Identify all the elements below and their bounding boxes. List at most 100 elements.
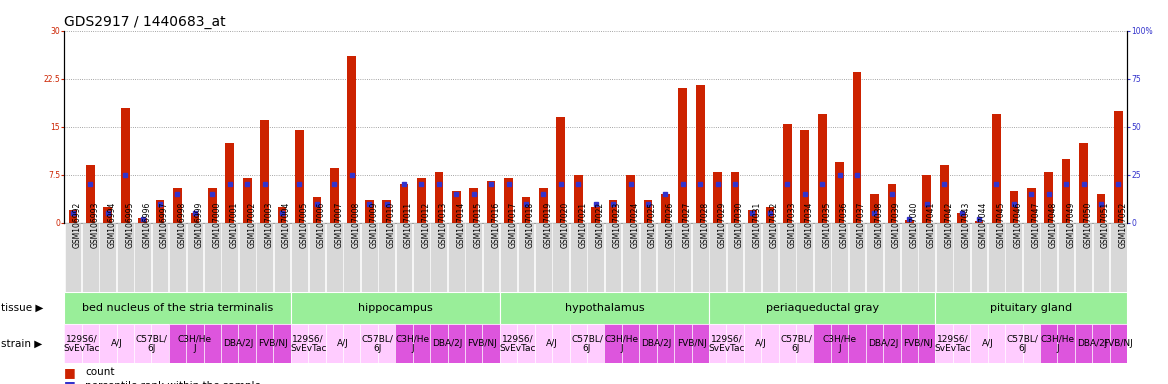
Bar	[500, 324, 517, 363]
Text: GSM107028: GSM107028	[701, 202, 709, 248]
Text: FVB/NJ: FVB/NJ	[676, 339, 707, 348]
Bar	[169, 223, 186, 292]
Bar	[256, 324, 273, 363]
Text: GSM107029: GSM107029	[717, 202, 726, 248]
Bar	[674, 324, 691, 363]
Bar	[988, 324, 1006, 363]
Bar	[835, 162, 844, 223]
Bar	[570, 324, 588, 363]
Bar	[644, 200, 652, 223]
Bar	[1075, 324, 1092, 363]
Text: C3H/He
J: C3H/He J	[396, 335, 430, 353]
Bar	[1044, 172, 1054, 223]
Bar	[940, 165, 948, 223]
Bar	[465, 324, 482, 363]
Bar	[552, 324, 570, 363]
Bar	[487, 181, 495, 223]
Bar	[99, 223, 116, 292]
Bar	[447, 324, 465, 363]
Text: DBA/2J: DBA/2J	[432, 339, 463, 348]
Bar	[1110, 223, 1127, 292]
Text: GSM107048: GSM107048	[1049, 202, 1058, 248]
Text: GSM107041: GSM107041	[926, 202, 936, 248]
Bar	[347, 56, 356, 223]
Text: GSM107027: GSM107027	[683, 202, 691, 248]
Text: GSM107014: GSM107014	[457, 202, 465, 248]
Bar	[104, 207, 112, 223]
Text: C3H/He
J: C3H/He J	[178, 335, 211, 353]
Bar	[779, 324, 797, 363]
Bar	[691, 223, 709, 292]
Bar	[588, 324, 604, 363]
Bar	[431, 223, 447, 292]
Text: GSM106994: GSM106994	[107, 202, 117, 248]
Bar	[971, 223, 987, 292]
Text: GSM107045: GSM107045	[996, 202, 1006, 248]
Bar	[1006, 324, 1022, 363]
Text: GSM106993: GSM106993	[90, 202, 99, 248]
Bar	[656, 324, 674, 363]
Text: 129S6/
SvEvTac: 129S6/ SvEvTac	[63, 335, 100, 353]
Bar	[958, 213, 966, 223]
Bar	[731, 172, 739, 223]
Bar	[609, 200, 618, 223]
Bar	[378, 324, 395, 363]
Bar	[953, 324, 971, 363]
Text: GSM107032: GSM107032	[770, 202, 779, 248]
Bar	[1006, 223, 1022, 292]
Bar	[971, 324, 988, 363]
Bar	[138, 218, 147, 223]
Text: count: count	[85, 367, 114, 377]
Bar	[326, 223, 342, 292]
Bar	[399, 184, 409, 223]
Bar	[588, 223, 604, 292]
Bar	[714, 172, 722, 223]
Bar	[888, 184, 896, 223]
Text: FVB/NJ: FVB/NJ	[467, 339, 498, 348]
Bar	[726, 324, 744, 363]
Text: GSM107000: GSM107000	[213, 202, 222, 248]
Text: GSM107037: GSM107037	[857, 202, 865, 248]
Bar	[814, 223, 830, 292]
Bar	[326, 324, 343, 363]
Bar	[709, 223, 726, 292]
Bar	[604, 324, 621, 363]
Text: A/J: A/J	[756, 339, 767, 348]
Text: DBA/2J: DBA/2J	[223, 339, 253, 348]
Bar	[382, 200, 391, 223]
Bar	[243, 178, 251, 223]
Bar	[117, 223, 133, 292]
Text: GSM107038: GSM107038	[875, 202, 883, 248]
Bar	[1058, 223, 1075, 292]
Bar	[744, 324, 762, 363]
Bar	[134, 324, 152, 363]
Bar	[296, 130, 304, 223]
Bar	[783, 124, 792, 223]
Bar	[696, 85, 704, 223]
Bar	[222, 223, 238, 292]
Bar	[765, 207, 774, 223]
Bar	[343, 324, 361, 363]
Text: GSM107019: GSM107019	[543, 202, 552, 248]
Text: GSM107034: GSM107034	[805, 202, 814, 248]
Text: FVB/NJ: FVB/NJ	[1104, 339, 1133, 348]
Text: GSM107031: GSM107031	[752, 202, 762, 248]
Bar	[1023, 223, 1040, 292]
Text: GSM106992: GSM106992	[72, 202, 82, 248]
Bar	[329, 168, 339, 223]
Text: C57BL/
6J: C57BL/ 6J	[135, 335, 167, 353]
Bar	[99, 324, 117, 363]
Bar	[482, 324, 500, 363]
Bar	[570, 223, 586, 292]
Text: C57BL/
6J: C57BL/ 6J	[1007, 335, 1038, 353]
Text: 129S6/
SvEvTac: 129S6/ SvEvTac	[708, 335, 745, 353]
Bar	[186, 324, 203, 363]
Bar	[621, 324, 639, 363]
Text: GSM107006: GSM107006	[317, 202, 326, 248]
Text: GSM107024: GSM107024	[631, 202, 640, 248]
Text: GSM107020: GSM107020	[561, 202, 570, 248]
Bar	[173, 187, 182, 223]
Text: GSM107010: GSM107010	[387, 202, 396, 248]
Bar	[535, 223, 551, 292]
Bar	[260, 120, 269, 223]
